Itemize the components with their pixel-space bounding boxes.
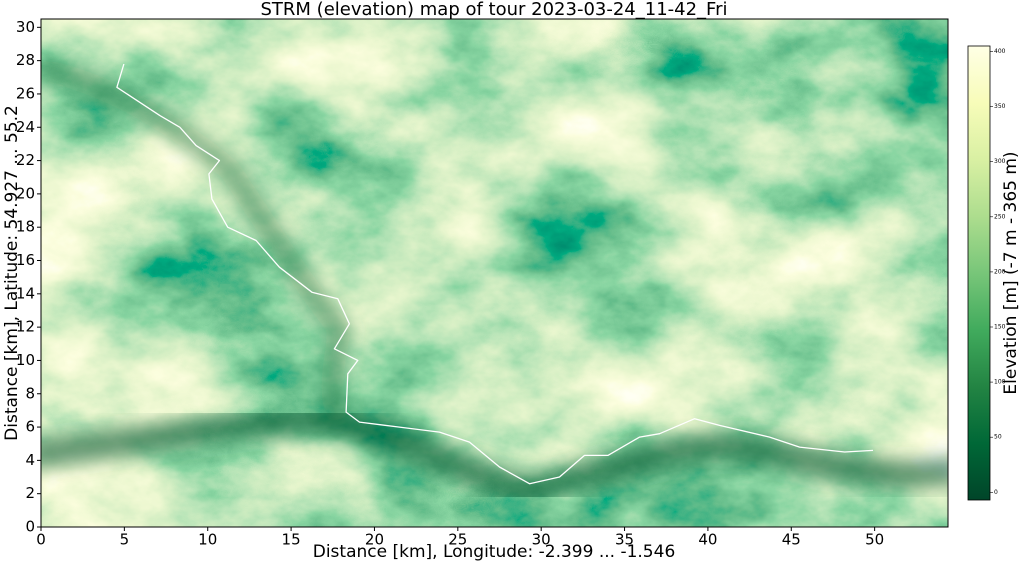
terrain bbox=[41, 19, 948, 527]
colorbar-tick-label: 0 bbox=[994, 489, 998, 496]
x-tick-label: 30 bbox=[532, 531, 551, 549]
x-tick-label: 5 bbox=[120, 531, 130, 549]
y-tick-label: 26 bbox=[16, 84, 35, 102]
y-axis-label: Distance [km], Latitude: 54.927 ... 55.2 bbox=[2, 105, 22, 441]
x-tick-label: 15 bbox=[282, 531, 301, 549]
valley bbox=[41, 405, 948, 505]
colorbar-tick-label: 100 bbox=[994, 379, 1006, 386]
colorbar-tick-label: 150 bbox=[994, 323, 1006, 330]
route bbox=[116, 63, 874, 485]
y-tick-label: 24 bbox=[16, 118, 35, 136]
x-tick-label: 25 bbox=[448, 531, 467, 549]
y-tick-label: 8 bbox=[25, 384, 35, 402]
x-axis-label: Distance [km], Longitude: -2.399 ... -1.… bbox=[313, 542, 676, 562]
colorbar-tick-label: 350 bbox=[994, 103, 1006, 110]
y-tick-label: 14 bbox=[16, 284, 35, 302]
y-tick-label: 28 bbox=[16, 51, 35, 69]
x-tick-label: 20 bbox=[365, 531, 384, 549]
x-tick-label: 50 bbox=[865, 531, 884, 549]
y-tick-label: 0 bbox=[25, 518, 35, 536]
x-tick-label: 35 bbox=[615, 531, 634, 549]
x-tick-label: 40 bbox=[698, 531, 717, 549]
colorbar-tick-label: 200 bbox=[994, 268, 1006, 275]
y-tick-label: 18 bbox=[16, 218, 35, 236]
y-tick-label: 20 bbox=[16, 184, 35, 202]
y-tick-label: 10 bbox=[16, 351, 35, 369]
colorbar-tick-label: 50 bbox=[994, 434, 1002, 441]
plot-frame bbox=[40, 18, 949, 528]
route-layer bbox=[116, 63, 874, 485]
colorbar-tick-label: 300 bbox=[994, 158, 1006, 165]
colorbar-tick-label: 250 bbox=[994, 213, 1006, 220]
chart-title: STRM (elevation) map of tour 2023-03-24_… bbox=[261, 0, 728, 20]
y-tick-label: 4 bbox=[25, 451, 35, 469]
x-tick-label: 0 bbox=[36, 531, 46, 549]
y-tick-label: 16 bbox=[16, 251, 35, 269]
colorbar-label: Elevation [m] (-7 m - 365 m) bbox=[1001, 151, 1021, 394]
x-tick-label: 45 bbox=[782, 531, 801, 549]
y-tick-label: 22 bbox=[16, 151, 35, 169]
y-tick-label: 6 bbox=[25, 418, 35, 436]
colorbar-tick-label: 400 bbox=[994, 48, 1006, 55]
x-tick-label: 10 bbox=[198, 531, 217, 549]
y-tick-label: 12 bbox=[16, 318, 35, 336]
valley bbox=[41, 59, 352, 425]
y-tick-label: 30 bbox=[16, 18, 35, 36]
colorbar bbox=[967, 45, 991, 501]
y-tick-label: 2 bbox=[25, 484, 35, 502]
